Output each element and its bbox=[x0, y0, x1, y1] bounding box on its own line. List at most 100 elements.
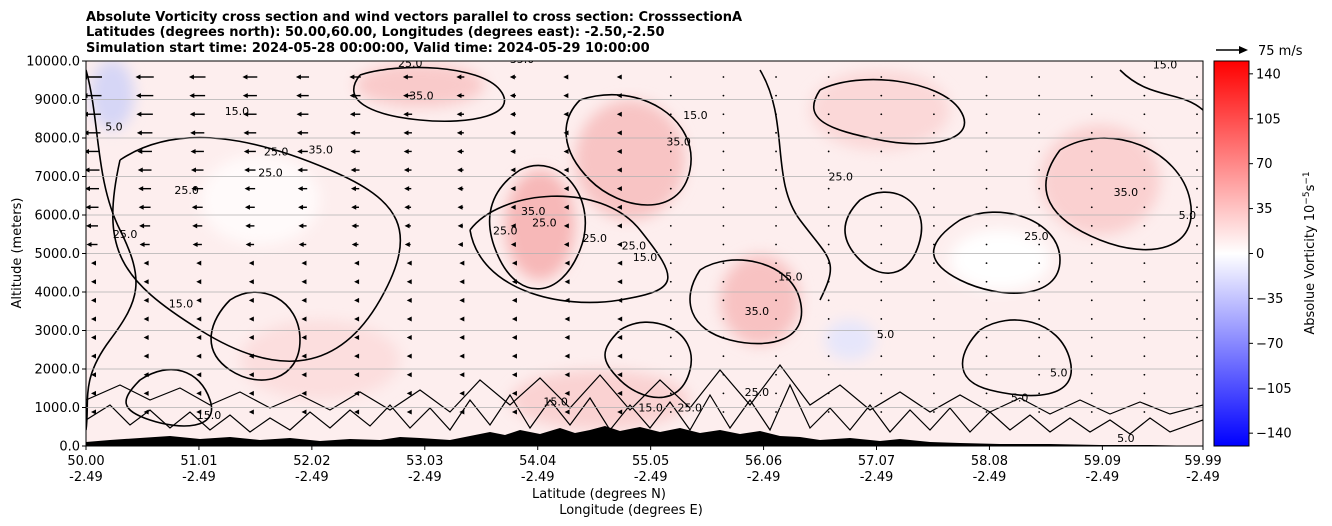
wind-vector-dot bbox=[1143, 336, 1146, 339]
wind-vector-dot bbox=[1038, 318, 1041, 320]
wind-vector-dot bbox=[880, 76, 883, 78]
wind-vector-dot bbox=[722, 206, 725, 209]
y-tick-label: 7000.0 bbox=[35, 170, 81, 185]
wind-vector-dot bbox=[933, 150, 935, 153]
wind-vector-head bbox=[196, 335, 202, 341]
wind-vector-head bbox=[354, 353, 360, 359]
wind-vector-head bbox=[296, 130, 302, 136]
wind-vector-dot bbox=[775, 224, 777, 227]
wind-vector-dot bbox=[1038, 76, 1041, 78]
wind-vector-head bbox=[192, 242, 198, 247]
wind-vector-head bbox=[143, 372, 149, 378]
wind-vector-head bbox=[295, 74, 301, 80]
wind-vector-head bbox=[354, 409, 360, 415]
wind-vector-dot bbox=[985, 392, 988, 395]
wind-vector-head bbox=[350, 167, 356, 173]
wind-vector-dot bbox=[1038, 224, 1041, 227]
wind-vector-head bbox=[511, 335, 517, 341]
wind-vector-dot bbox=[985, 131, 988, 134]
wind-vector-dot bbox=[1090, 206, 1093, 209]
wind-vector-head bbox=[616, 148, 622, 154]
x-tick-label-lat: 51.01 bbox=[180, 454, 217, 469]
contour-label: 5.0 bbox=[217, 49, 235, 62]
wind-vector-dot bbox=[775, 94, 777, 97]
wind-vector-head bbox=[196, 409, 202, 415]
wind-vector-dot bbox=[1143, 169, 1146, 171]
wind-vector-dot bbox=[722, 299, 725, 302]
wind-vector-dot bbox=[1143, 299, 1146, 302]
wind-vector-dot bbox=[1196, 243, 1198, 246]
vorticity-patch bbox=[200, 155, 320, 245]
wind-vector-head bbox=[91, 260, 96, 266]
wind-vector-head bbox=[245, 223, 251, 229]
wind-vector-dot bbox=[880, 206, 883, 209]
wind-vector-dot bbox=[827, 411, 830, 413]
wind-vector-head bbox=[196, 297, 202, 303]
wind-vector-dot bbox=[1090, 76, 1093, 78]
wind-vector-head bbox=[563, 204, 569, 210]
wind-vector-dot bbox=[985, 336, 988, 339]
wind-vector-dot bbox=[1038, 169, 1041, 171]
wind-vector-dot bbox=[775, 113, 777, 116]
wind-vector-head bbox=[91, 390, 96, 396]
wind-vector-dot bbox=[669, 131, 672, 134]
wind-vector-dot bbox=[933, 187, 935, 190]
wind-vector-dot bbox=[1196, 150, 1198, 153]
x-tick-label-lon: -2.49 bbox=[69, 470, 103, 485]
wind-vector-head bbox=[248, 409, 254, 415]
wind-vector-dot bbox=[933, 318, 935, 320]
wind-vector-head bbox=[301, 409, 307, 415]
contour-line bbox=[125, 368, 213, 427]
wind-vector-dot bbox=[933, 373, 935, 376]
x-tick-label-lat: 59.99 bbox=[1184, 454, 1221, 469]
wind-vector-head bbox=[242, 93, 248, 99]
wind-vector-head bbox=[563, 167, 569, 173]
contour-label: 25.0 bbox=[258, 167, 283, 180]
wind-vector-head bbox=[86, 93, 88, 99]
contour-label: 5.0 bbox=[1011, 392, 1029, 405]
colorbar-ticks: 140 105 70 35 0 −35 −70 −105 −140 bbox=[1249, 67, 1292, 442]
vorticity-patch bbox=[240, 320, 400, 400]
wind-vector-head bbox=[406, 279, 412, 285]
wind-vector-dot bbox=[1038, 411, 1041, 413]
wind-vector-head bbox=[564, 409, 570, 415]
wind-vector-dot bbox=[1196, 206, 1198, 209]
wind-vector-dot bbox=[985, 224, 988, 227]
wind-vector-head bbox=[190, 130, 196, 136]
wind-vector-dot bbox=[827, 76, 830, 78]
wind-vector-dot bbox=[1090, 355, 1093, 358]
wind-vector-head bbox=[564, 260, 570, 266]
colorbar-tick-label: 35 bbox=[1256, 202, 1273, 217]
wind-vector-dot bbox=[933, 262, 935, 265]
wind-vector-dot bbox=[775, 299, 777, 302]
wind-vector-dot bbox=[827, 373, 830, 376]
contour-label: 25.0 bbox=[828, 170, 853, 183]
y-axis: 0.0 1000.0 2000.0 3000.0 4000.0 5000.0 6000.0 7… bbox=[26, 55, 86, 455]
x-tick-label-lat: 52.02 bbox=[293, 454, 330, 469]
wind-vector-dot bbox=[1090, 94, 1093, 97]
wind-vector-head bbox=[354, 316, 360, 322]
wind-vector-head bbox=[196, 260, 202, 266]
wind-vector-head bbox=[459, 409, 465, 415]
wind-vector-dot bbox=[669, 76, 672, 78]
colorbar-tick-label: 0 bbox=[1256, 247, 1264, 262]
wind-vector-dot bbox=[775, 206, 777, 209]
chart-title-line-1: Absolute Vorticity cross section and win… bbox=[86, 10, 742, 25]
y-tick-label: 6000.0 bbox=[35, 209, 81, 224]
wind-vector-dot bbox=[1196, 392, 1198, 395]
quiver-key-label: 75 m/s bbox=[1258, 44, 1303, 59]
wind-vector-dot bbox=[1090, 113, 1093, 116]
wind-vector-dot bbox=[1038, 280, 1041, 283]
vorticity-patch bbox=[90, 61, 134, 130]
wind-vector-dot bbox=[933, 243, 935, 246]
wind-vector-head bbox=[196, 372, 202, 378]
contour-label: 15.0 bbox=[683, 109, 708, 122]
wind-vector-head bbox=[350, 130, 356, 136]
wind-vector-head bbox=[510, 148, 516, 154]
wind-vector-head bbox=[301, 260, 307, 266]
wind-vector-dot bbox=[669, 150, 672, 153]
wind-vector-head bbox=[406, 353, 412, 359]
wind-vector-head bbox=[137, 148, 143, 154]
wind-vector-head bbox=[350, 186, 356, 192]
